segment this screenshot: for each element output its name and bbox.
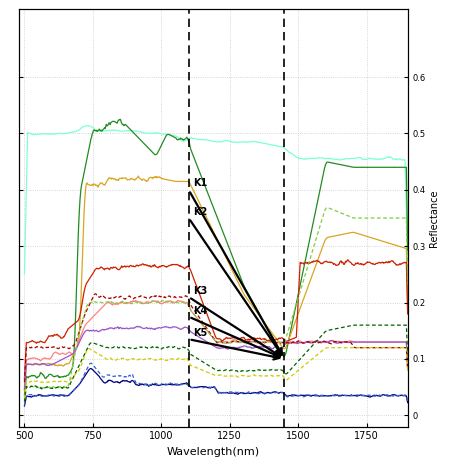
Text: K4: K4 [193, 306, 208, 316]
Y-axis label: Reflectance: Reflectance [428, 189, 438, 247]
Text: K5: K5 [193, 328, 208, 338]
Text: K3: K3 [193, 286, 208, 296]
Text: K1: K1 [193, 179, 208, 189]
Text: K2: K2 [193, 207, 208, 217]
X-axis label: Wavelength(nm): Wavelength(nm) [167, 447, 260, 457]
